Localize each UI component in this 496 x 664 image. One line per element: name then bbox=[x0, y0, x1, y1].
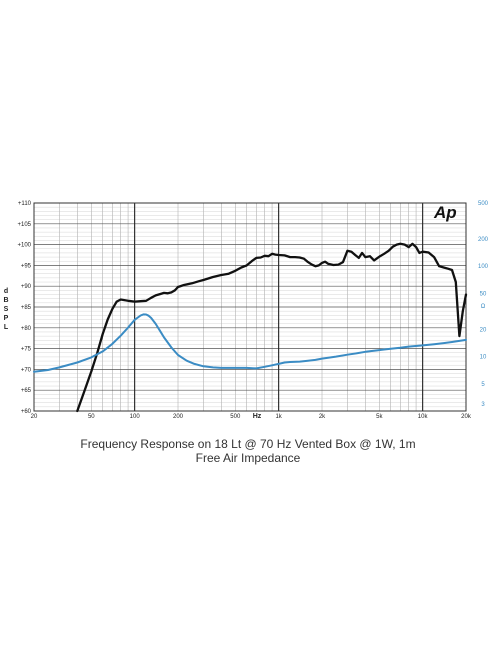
x-axis-ticks: 20 50 100 200 500 1k 2k 5k 10k 20k bbox=[31, 414, 472, 420]
x-tick-label: 200 bbox=[173, 414, 184, 420]
y2-tick-label: 500 bbox=[478, 201, 489, 207]
series-layer bbox=[33, 242, 468, 413]
x-tick-label: 500 bbox=[230, 414, 241, 420]
y2-tick-label: 10 bbox=[480, 355, 487, 361]
left-axis-ticks: +60 +65 +70 +75 +80 +85 +90 +95 +100 +105 +110 bbox=[17, 201, 31, 415]
x-tick-label: 2k bbox=[319, 414, 326, 420]
x-tick-label: 5k bbox=[376, 414, 383, 420]
x-tick-label: 10k bbox=[418, 414, 429, 420]
chart-subtitle: Free Air Impedance bbox=[195, 451, 301, 465]
y-tick-label: +90 bbox=[21, 284, 32, 290]
right-axis-ticks: 3 5 10 20 50 100 200 500 bbox=[478, 201, 489, 408]
right-axis-label: Ω bbox=[481, 304, 486, 310]
chart-title: Frequency Response on 18 Lt @ 70 Hz Vent… bbox=[80, 437, 416, 451]
y2-tick-label: 20 bbox=[480, 327, 487, 333]
y2-tick-label: 50 bbox=[480, 291, 487, 297]
ap-logo: Ap bbox=[433, 203, 457, 222]
x-tick-label: 50 bbox=[88, 414, 95, 420]
x-tick-label: 20 bbox=[31, 414, 38, 420]
y-tick-label: +100 bbox=[17, 243, 31, 249]
x-tick-label: 100 bbox=[130, 414, 141, 420]
y-tick-label: +70 bbox=[21, 367, 32, 373]
y-axis-label-char: B bbox=[3, 297, 8, 304]
y2-tick-label: 3 bbox=[481, 402, 485, 408]
y-tick-label: +60 bbox=[21, 409, 32, 415]
y-tick-label: +95 bbox=[21, 263, 32, 269]
y2-tick-label: 200 bbox=[478, 237, 489, 243]
impedance-series-line bbox=[33, 313, 467, 373]
y-axis-label-char: P bbox=[4, 315, 9, 322]
y-tick-label: +85 bbox=[21, 305, 32, 311]
y-tick-label: +80 bbox=[21, 326, 32, 332]
x-tick-label: 20k bbox=[461, 414, 472, 420]
y-axis-label-char: d bbox=[4, 288, 8, 295]
y2-tick-label: 100 bbox=[478, 264, 489, 270]
x-axis-label: Hz bbox=[253, 413, 262, 420]
chart-caption: Frequency Response on 18 Lt @ 70 Hz Vent… bbox=[0, 437, 496, 465]
frequency-response-chart: +60 +65 +70 +75 +80 +85 +90 +95 +100 +105 +110 3 5 1… bbox=[3, 201, 489, 420]
x-tick-label: 1k bbox=[275, 414, 282, 420]
y-tick-label: +105 bbox=[17, 222, 31, 228]
y-tick-label: +75 bbox=[21, 347, 32, 353]
y-axis-label-char: L bbox=[4, 324, 9, 331]
y-axis-label-char: S bbox=[4, 306, 9, 313]
y-tick-label: +110 bbox=[18, 201, 32, 207]
spl-series-line bbox=[76, 242, 468, 413]
y2-tick-label: 5 bbox=[481, 382, 485, 388]
plot-frame bbox=[33, 202, 467, 412]
y-tick-label: +65 bbox=[21, 388, 32, 394]
